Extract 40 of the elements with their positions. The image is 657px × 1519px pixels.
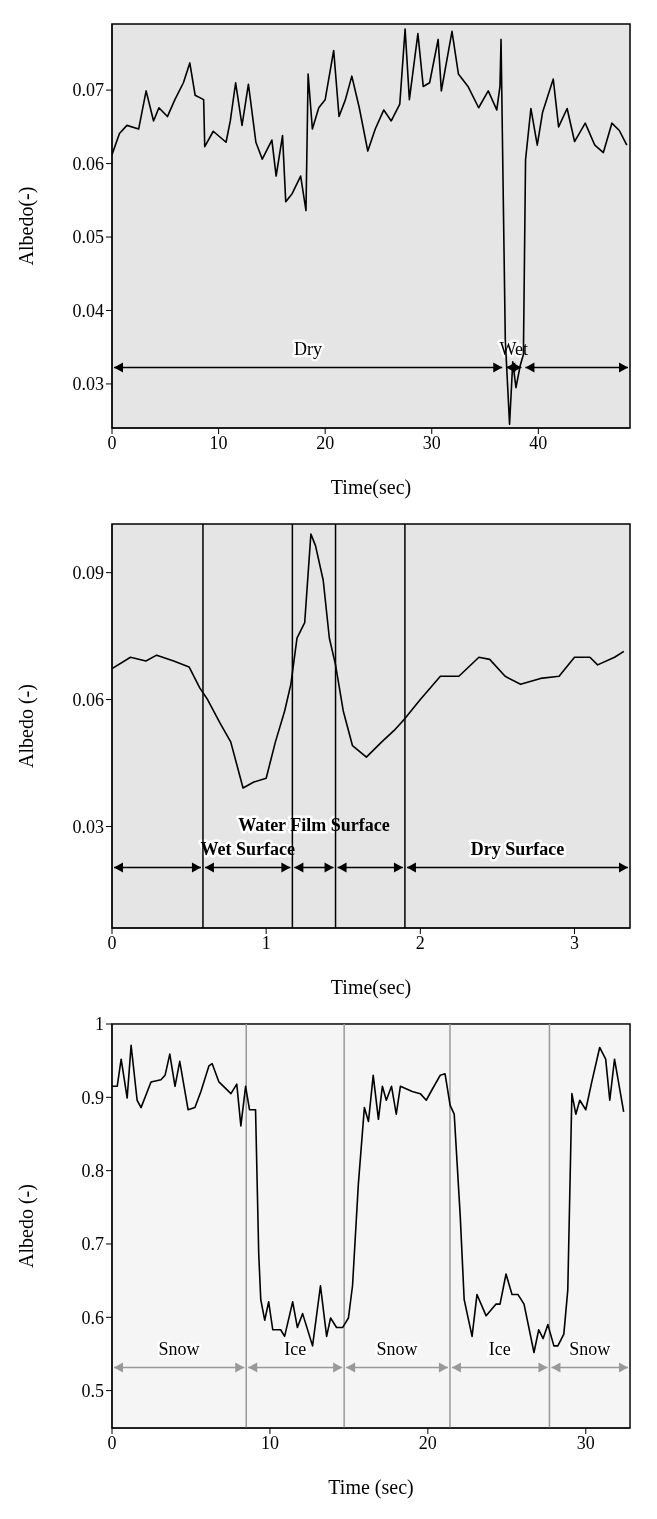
band-label: Snow: [376, 1339, 418, 1360]
y-tick-label: 0.5: [81, 1381, 104, 1401]
y-tick-label: 0.07: [72, 80, 104, 101]
y-tick-label: 0.09: [72, 563, 104, 584]
x-tick-label: 0: [107, 932, 117, 953]
band-label: Dry Surface: [470, 839, 565, 860]
y-tick-label: 0.03: [72, 374, 104, 395]
x-tick-label: 10: [209, 432, 228, 453]
x-tick-label: 20: [316, 432, 335, 453]
y-tick-label: 0.8: [81, 1161, 104, 1182]
y-tick-label: 0.9: [81, 1087, 104, 1108]
y-tick-label: 0.05: [72, 227, 104, 248]
x-tick-label: 1: [261, 932, 271, 953]
x-tick-label: 3: [570, 932, 579, 953]
x-tick-label: 40: [529, 432, 548, 453]
band-label: Ice: [284, 1339, 307, 1360]
y-tick-label: 0.04: [72, 300, 104, 321]
y-tick-label: 0.6: [81, 1307, 104, 1328]
x-tick-label: 2: [415, 932, 425, 953]
y-axis-title: Albedo(-): [15, 186, 39, 266]
x-tick-label: 0: [107, 1432, 117, 1453]
x-tick-label: 30: [576, 1432, 595, 1453]
x-tick-label: 30: [422, 432, 441, 453]
y-axis-title: Albedo (-): [15, 684, 39, 768]
band-label: Snow: [158, 1339, 200, 1360]
y-tick-label: 0.7: [81, 1234, 104, 1255]
x-tick-label: 20: [418, 1432, 437, 1453]
y-tick-label: 0.06: [72, 153, 104, 174]
y-tick-label: 1: [95, 1014, 104, 1035]
x-axis-title: Time(sec): [330, 476, 412, 499]
y-tick-label: 0.03: [72, 816, 104, 837]
x-axis-title: Time (sec): [328, 1476, 414, 1499]
y-tick-label: 0.06: [72, 689, 104, 710]
x-tick-label: 0: [107, 432, 117, 453]
band-label: Dry: [294, 339, 323, 360]
band-label: Ice: [488, 1339, 511, 1360]
band-label: Snow: [569, 1339, 611, 1360]
y-axis-title: Albedo (-): [15, 1184, 39, 1268]
x-axis-title: Time(sec): [330, 976, 412, 999]
x-tick-label: 10: [260, 1432, 279, 1453]
